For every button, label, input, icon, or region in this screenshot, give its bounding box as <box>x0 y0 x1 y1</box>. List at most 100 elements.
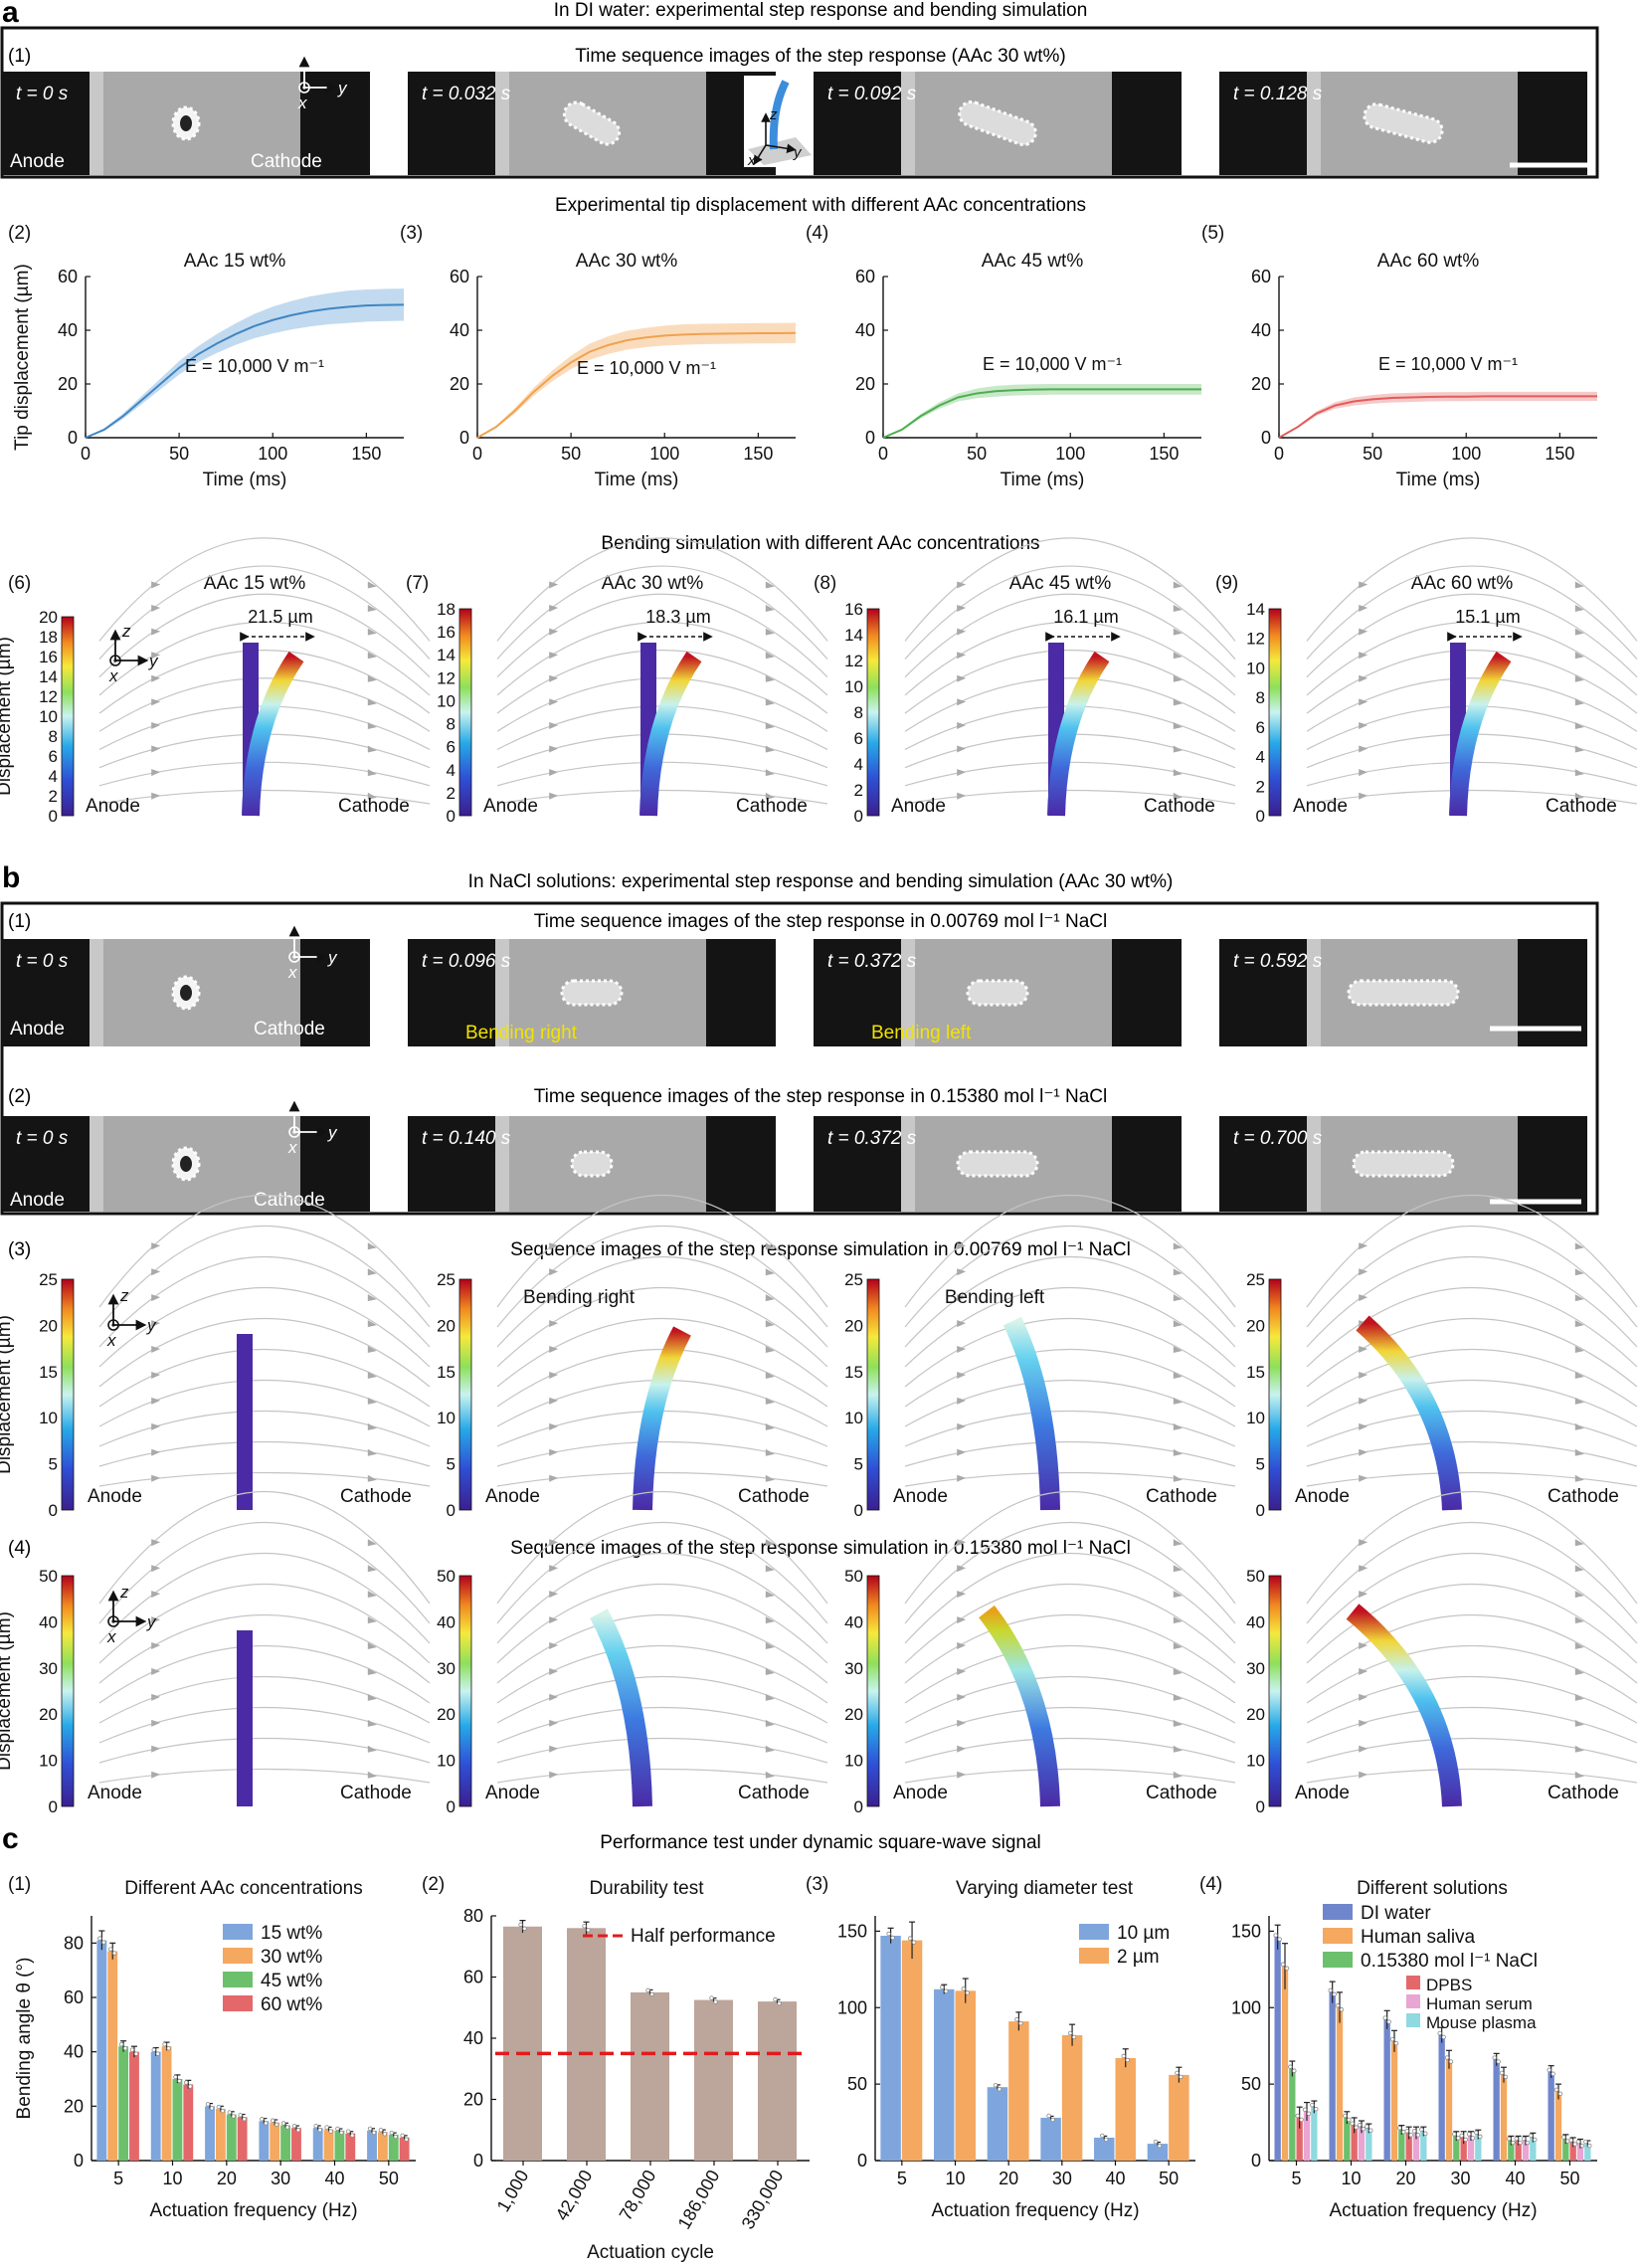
a-sim-8-field-arrow-r-9 <box>1173 581 1183 589</box>
c4-bar <box>1475 2134 1482 2161</box>
c1-legend-swatch <box>223 1995 253 2011</box>
c4-bar <box>1281 1966 1289 2161</box>
b3-0-field-arrow-1 <box>151 1448 161 1456</box>
c1-point <box>346 2129 351 2134</box>
b3-1-colorbar-tick: 5 <box>447 1455 456 1474</box>
b4-2-colorbar-tick: 0 <box>854 1797 863 1816</box>
b4-0-field-arrow-5 <box>151 1642 161 1650</box>
b3-1-colorbar-tick: 10 <box>437 1409 456 1427</box>
c4-point <box>1579 2143 1585 2149</box>
a-sim-7-colorbar-tick: 12 <box>437 668 456 687</box>
b3-3-field-line-4 <box>1306 1348 1638 1408</box>
c3-xtick-label: 40 <box>1105 2169 1125 2188</box>
c1-point <box>209 2106 215 2111</box>
b4-3-field-line-0 <box>1306 1768 1638 1784</box>
b4-1-beam-bent <box>590 1608 652 1807</box>
b3-1-field-arrow-3 <box>549 1397 559 1405</box>
a-sim-8-anode-label: Anode <box>891 796 946 817</box>
b4-3-colorbar <box>1268 1575 1282 1807</box>
a-sim-6-colorbar-tick: 20 <box>39 608 58 627</box>
b3-0-anode-label: Anode <box>88 1486 142 1507</box>
a1-actuator-2 <box>958 99 1037 147</box>
a1-electrode-left-2 <box>814 72 901 175</box>
panel-b2-label: (2) <box>8 1086 31 1107</box>
a-sim-6-field-arrow-r-8 <box>367 605 377 613</box>
b2-actuator-1 <box>570 1150 614 1178</box>
b4-2-field-arrow-4 <box>957 1667 967 1675</box>
c1-xtick-label: 10 <box>162 2169 182 2188</box>
b4-0-field-line-2 <box>98 1706 431 1744</box>
b4-3-field-line-4 <box>1306 1644 1638 1704</box>
b3-3-field-arrow-r-2 <box>1574 1422 1584 1430</box>
b4-3-field-arrow-1 <box>1359 1745 1368 1753</box>
b3-1-field-arrow-5 <box>549 1346 559 1354</box>
b3-2-field-arrow-2 <box>957 1422 967 1430</box>
c1-point <box>382 2132 388 2137</box>
c4-point <box>1503 2074 1509 2080</box>
b3-3-field-line-2 <box>1306 1410 1638 1447</box>
a3-label: (3) <box>400 223 423 244</box>
a3-ytick-label: 0 <box>459 428 469 448</box>
c4-point <box>1492 2055 1497 2060</box>
c4-legend-label: DPBS <box>1426 1976 1472 1994</box>
c4-point <box>1550 2071 1555 2077</box>
b1-time-3: t = 0.592 s <box>1233 951 1323 972</box>
a4-xlabel: Time (ms) <box>1001 470 1085 490</box>
c1-point <box>378 2128 384 2133</box>
a-sim-7-field-line-1 <box>496 761 828 787</box>
b3-0-field-arrow-3 <box>151 1397 161 1405</box>
c1-bar <box>107 1951 118 2161</box>
c1-point <box>184 2080 189 2085</box>
b4-2-cathode-label: Cathode <box>1146 1783 1217 1803</box>
b4-0-field-line-7 <box>98 1553 431 1644</box>
a-sim-8-colorbar-tick: 0 <box>854 807 863 826</box>
c4-point <box>1572 2142 1577 2147</box>
c2-xlabel: Actuation cycle <box>587 2242 714 2263</box>
panel-c-letter: c <box>2 1822 19 1855</box>
c4-bar <box>1329 1991 1336 2161</box>
b1-actuator-core-0 <box>180 985 192 1001</box>
a-sim-8-colorbar-tick: 16 <box>844 600 863 619</box>
a2-label: (2) <box>8 223 31 244</box>
a-sim-8-field-line-1 <box>904 761 1236 787</box>
b1-electrode-left-0 <box>2 939 90 1046</box>
b4-2-field-line-8 <box>904 1521 1236 1624</box>
a-sim-6-colorbar-tick: 16 <box>39 648 58 666</box>
c3-point <box>1157 2143 1163 2149</box>
a4-series-line <box>882 388 1201 439</box>
b4-2-colorbar <box>866 1575 880 1807</box>
a-sim-7-colorbar-tick: 4 <box>447 761 456 780</box>
c1-point <box>108 1947 113 1952</box>
a-sim-9-field-arrow-1 <box>1359 769 1368 777</box>
a3-xtick-label: 0 <box>472 444 482 464</box>
b4-2-field-line-6 <box>904 1584 1236 1664</box>
b3-0-triad-x-label: x <box>106 1331 116 1350</box>
a-sim-7-colorbar-tick: 10 <box>437 691 456 710</box>
a-sim-9-title: AAc 60 wt% <box>1411 573 1514 594</box>
b3-3-field-line-1 <box>1306 1440 1638 1467</box>
a-sim-6-field-arrow-6 <box>151 652 161 660</box>
c1-xtick-label: 20 <box>217 2169 237 2188</box>
c4-point <box>1389 2036 1395 2042</box>
b3-1-field-line-7 <box>496 1256 828 1348</box>
b4-3-field-arrow-r-9 <box>1574 1539 1584 1547</box>
c4-legend-label: Human saliva <box>1361 1927 1476 1948</box>
a-sim-9-field-line-9 <box>1306 537 1638 642</box>
a1-anode-label: Anode <box>10 151 65 172</box>
c1-bar <box>334 2130 345 2161</box>
c4-point <box>1292 2068 1297 2073</box>
a2-xlabel: Time (ms) <box>203 470 287 490</box>
c1-ylabel: Bending angle θ (°) <box>14 1958 35 2120</box>
b4-0-field-arrow-r-5 <box>367 1642 377 1650</box>
a-sim-6-triad-z-label: z <box>121 622 131 641</box>
a-sim-7-colorbar-tick: 6 <box>447 738 456 757</box>
c1-point <box>313 2123 318 2129</box>
b4-3-anode-label: Anode <box>1295 1783 1350 1803</box>
b4-3-field-line-5 <box>1306 1613 1638 1684</box>
c3-point <box>1175 2070 1180 2076</box>
a-sim-7-field-arrow-1 <box>549 769 559 777</box>
b4-3-field-arrow-r-8 <box>1574 1565 1584 1573</box>
c4-point <box>1499 2070 1505 2076</box>
b3-3-field-line-9 <box>1306 1194 1638 1308</box>
